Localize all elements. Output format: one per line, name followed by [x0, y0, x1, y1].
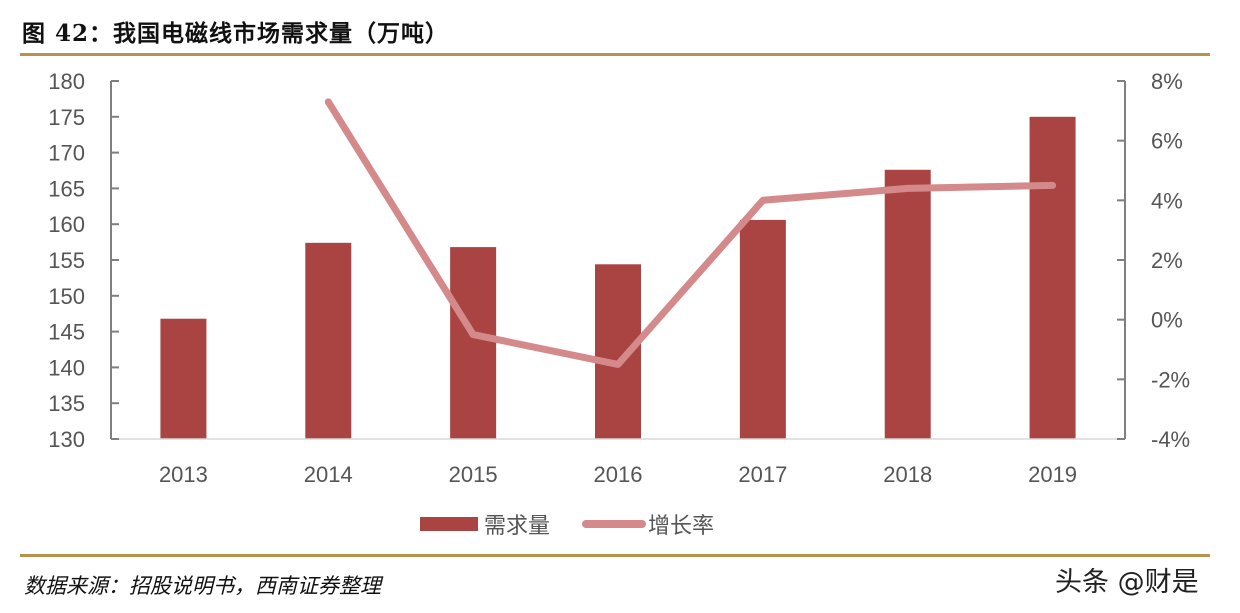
bar-2017 [739, 219, 786, 439]
legend-label-demand: 需求量 [484, 514, 550, 539]
left-axis-tick-label: 165 [48, 176, 85, 201]
x-axis-tick-label: 2017 [738, 462, 787, 487]
bar-2015 [450, 247, 497, 439]
watermark: 头条 @财是 [1055, 567, 1199, 598]
left-axis-tick-label: 140 [48, 355, 85, 380]
right-axis-tick-label: 8% [1151, 69, 1183, 94]
left-axis-tick-label: 135 [48, 391, 85, 416]
left-axis-tick-label: 160 [48, 212, 85, 237]
right-axis-tick-label: -2% [1151, 367, 1190, 392]
right-axis-tick-label: 6% [1151, 129, 1183, 154]
right-axis-tick-label: 2% [1151, 248, 1183, 273]
top-rule [20, 53, 1210, 56]
figure-title: 图 42：我国电磁线市场需求量（万吨） [22, 20, 450, 47]
left-axis-tick-label: 150 [48, 284, 85, 309]
x-axis-tick-label: 2015 [449, 462, 498, 487]
left-axis-tick-label: 130 [48, 427, 85, 452]
x-axis-tick-label: 2018 [883, 462, 932, 487]
x-axis-tick-label: 2013 [159, 462, 208, 487]
x-axis-tick-label: 2014 [304, 462, 353, 487]
growth-rate-line [324, 98, 1057, 368]
axes: 130 135 140 145 150 155 160 165 170 175 180 -4% -2% 0… [48, 69, 1190, 487]
left-axis-tick-label: 155 [48, 248, 85, 273]
bar-series [160, 116, 1076, 440]
legend-swatch-demand [420, 517, 478, 531]
bar-2018 [884, 169, 931, 439]
legend: 需求量 增长率 [420, 514, 714, 539]
line-series [324, 98, 1057, 368]
right-axis-tick-label: 0% [1151, 308, 1183, 333]
bar-2016 [595, 264, 641, 439]
legend-label-growth: 增长率 [648, 514, 714, 539]
bottom-rule [20, 554, 1210, 557]
bar-2014 [305, 242, 352, 439]
bar-2019 [1029, 116, 1076, 440]
left-axis-tick-label: 175 [48, 105, 85, 130]
left-axis-tick-label: 170 [48, 141, 85, 166]
left-axis-tick-label: 145 [48, 320, 85, 345]
right-axis-tick-label: 4% [1151, 188, 1183, 213]
x-axis-tick-label: 2019 [1028, 462, 1077, 487]
bar-2013 [160, 318, 207, 439]
left-axis-tick-label: 180 [48, 69, 85, 94]
x-axis-tick-label: 2016 [594, 462, 643, 487]
right-axis-tick-label: -4% [1151, 427, 1190, 452]
source-note: 数据来源：招股说明书，西南证券整理 [24, 574, 381, 598]
